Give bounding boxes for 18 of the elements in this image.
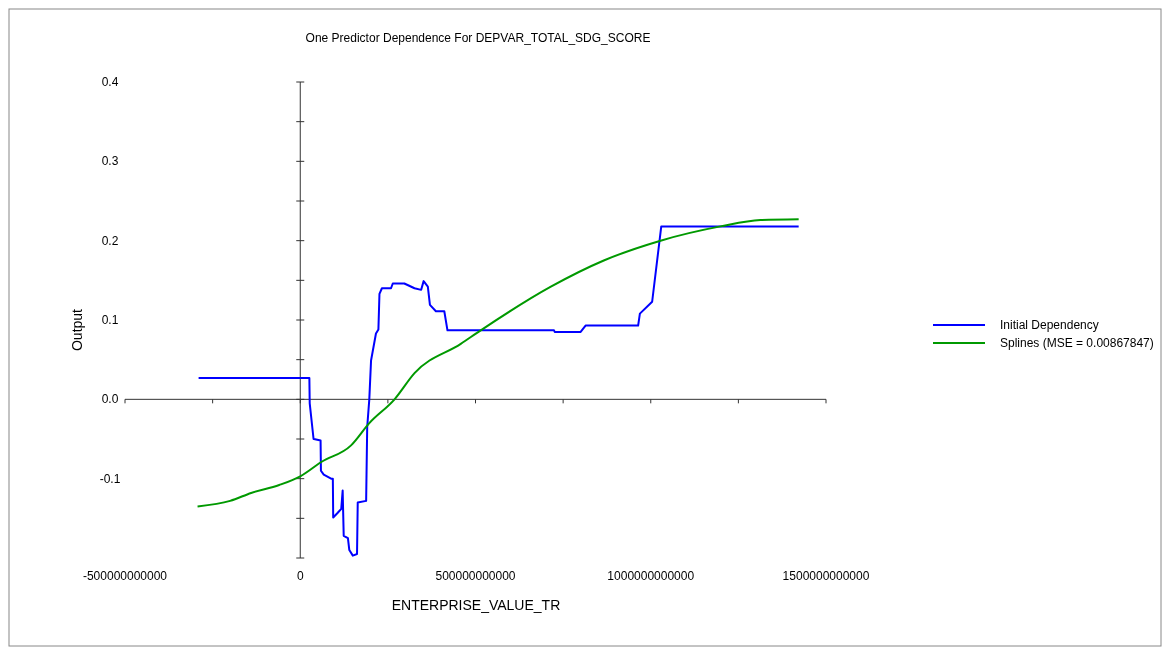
chart-title: One Predictor Dependence For DEPVAR_TOTAL_SDG_SCORE [305, 31, 651, 45]
line-series [196, 218, 800, 508]
y-axis-title: Output [69, 308, 85, 352]
x-tick-label: 1000000000000 [607, 569, 695, 583]
y-tick-label: 0.2 [101, 233, 119, 248]
y-tick-label: 0.0 [101, 392, 119, 407]
y-tick-label: 0.3 [101, 154, 119, 169]
legend-label: Splines (MSE = 0.00867847) [1000, 336, 1154, 350]
y-tick-label: 0.1 [101, 313, 119, 327]
y-tick-label: -0.1 [99, 471, 121, 486]
x-tick-label: -500000000000 [82, 569, 168, 583]
x-tick-label: 0 [296, 569, 304, 583]
y-tick-label: 0.4 [101, 75, 119, 89]
legend-label: Initial Dependency [1000, 318, 1099, 332]
x-axis-title: ENTERPRISE_VALUE_TR [391, 597, 561, 613]
line-series [197, 225, 800, 557]
x-tick-label: 500000000000 [435, 569, 516, 583]
x-tick-label: 1500000000000 [782, 569, 870, 583]
